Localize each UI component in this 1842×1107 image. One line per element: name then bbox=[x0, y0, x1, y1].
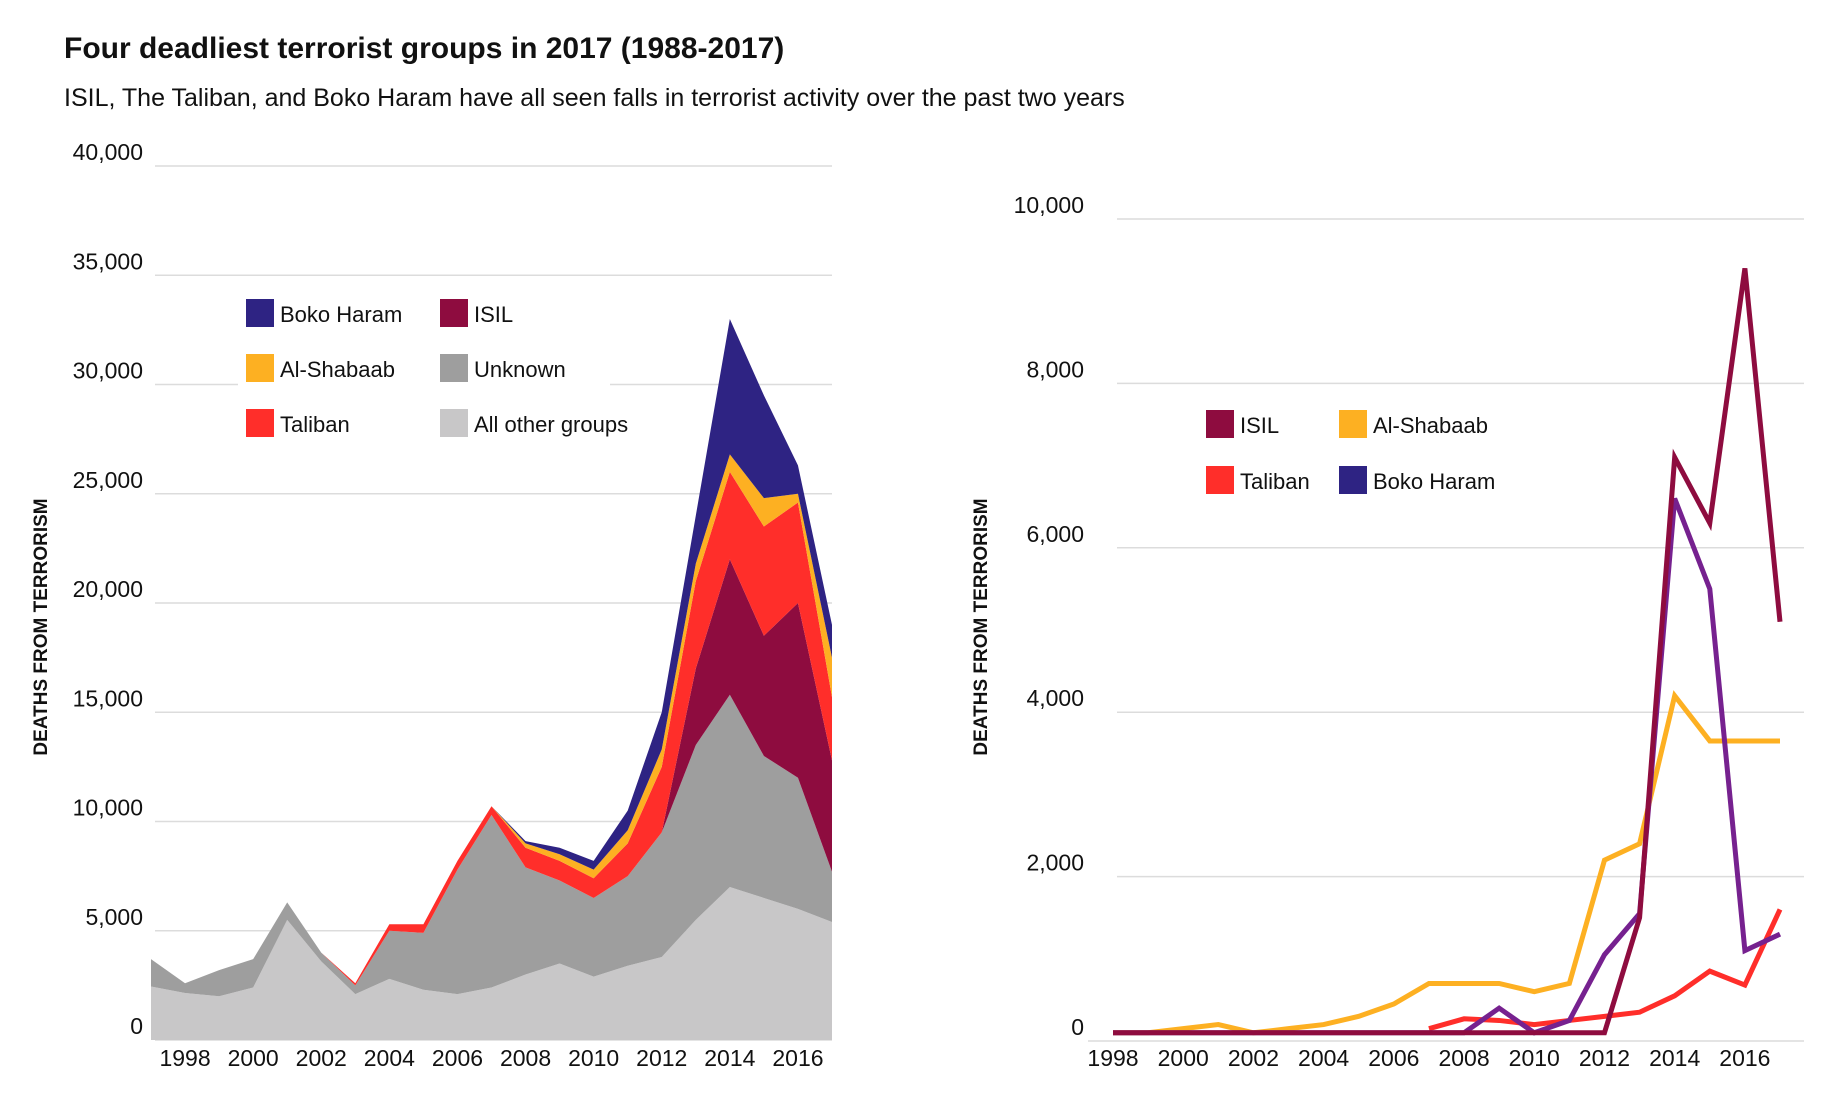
y-tick-label: 25,000 bbox=[73, 467, 143, 493]
x-tick-label: 2002 bbox=[1228, 1045, 1279, 1071]
legend-label-isil: ISIL bbox=[474, 302, 513, 327]
x-tick-label: 2004 bbox=[364, 1045, 415, 1071]
y-tick-label: 0 bbox=[130, 1013, 143, 1039]
legend-swatch-all-other-groups bbox=[440, 409, 468, 437]
y-tick-label: 40,000 bbox=[73, 139, 143, 165]
legend-background bbox=[238, 287, 610, 452]
stacked-area-chart: 0 5,000 10,000 15,000 20,000 25,000 30,000 35,0… bbox=[31, 139, 832, 1071]
x-tick-label: 2014 bbox=[704, 1045, 755, 1071]
area-al-shabaab bbox=[151, 454, 832, 984]
legend-label-isil: ISIL bbox=[1240, 413, 1279, 438]
y-tick-label: 30,000 bbox=[73, 358, 143, 384]
line-boko-haram bbox=[1113, 497, 1782, 1036]
y-tick-label: 6,000 bbox=[1026, 521, 1084, 547]
y-tick-label: 8,000 bbox=[1026, 356, 1084, 382]
legend-swatch-boko-haram bbox=[1339, 466, 1367, 494]
x-tick-label: 2010 bbox=[568, 1045, 619, 1071]
y-tick-label: 5,000 bbox=[85, 904, 143, 930]
x-tick-label: 2000 bbox=[1158, 1045, 1209, 1071]
legend-label-al-shabaab: Al-Shabaab bbox=[280, 357, 395, 382]
y-tick-label: 15,000 bbox=[73, 685, 143, 711]
legend-swatch-isil bbox=[1206, 410, 1234, 438]
area-all-other-groups bbox=[151, 887, 832, 1040]
area-unknown bbox=[151, 694, 832, 997]
y-tick-label: 20,000 bbox=[73, 576, 143, 602]
y-axis-title: DEATHS FROM TERRORISM bbox=[971, 498, 992, 755]
chart-subtitle: ISIL, The Taliban, and Boko Haram have a… bbox=[64, 84, 1125, 112]
x-tick-label: 2010 bbox=[1509, 1045, 1560, 1071]
y-tick-label: 0 bbox=[1071, 1014, 1084, 1040]
x-tick-label: 2002 bbox=[296, 1045, 347, 1071]
legend-swatch-al-shabaab bbox=[1339, 410, 1367, 438]
x-tick-label: 2008 bbox=[1438, 1045, 1489, 1071]
legend-label-all-other-groups: All other groups bbox=[474, 412, 628, 437]
y-tick-label: 10,000 bbox=[1014, 192, 1084, 218]
x-tick-label: 2012 bbox=[1579, 1045, 1630, 1071]
line-taliban bbox=[1428, 908, 1783, 1032]
legend-label-taliban: Taliban bbox=[280, 412, 350, 437]
legend-label-boko-haram: Boko Haram bbox=[280, 302, 402, 327]
x-tick-label: 2014 bbox=[1649, 1045, 1700, 1071]
legend-label-unknown: Unknown bbox=[474, 357, 566, 382]
x-tick-label: 2016 bbox=[1719, 1045, 1770, 1071]
chart-title: Four deadliest terrorist groups in 2017 … bbox=[64, 32, 785, 65]
line-al-shabaab bbox=[1113, 690, 1780, 1036]
legend-swatch-taliban bbox=[1206, 466, 1234, 494]
legend-swatch-al-shabaab bbox=[246, 354, 274, 382]
x-tick-label: 1998 bbox=[159, 1045, 210, 1071]
y-tick-label: 2,000 bbox=[1026, 850, 1084, 876]
legend-swatch-unknown bbox=[440, 354, 468, 382]
x-tick-label: 2004 bbox=[1298, 1045, 1349, 1071]
x-tick-label: 2006 bbox=[1368, 1045, 1419, 1071]
line-chart: 0 2,000 4,000 6,000 8,000 10,000 1998 2000 2002 2… bbox=[971, 192, 1804, 1071]
y-tick-label: 4,000 bbox=[1026, 685, 1084, 711]
x-tick-label: 2008 bbox=[500, 1045, 551, 1071]
x-tick-label: 1998 bbox=[1087, 1045, 1138, 1071]
x-tick-label: 2006 bbox=[432, 1045, 483, 1071]
y-axis-title: DEATHS FROM TERRORISM bbox=[31, 498, 52, 755]
legend-swatch-taliban bbox=[246, 409, 274, 437]
y-tick-label: 10,000 bbox=[73, 795, 143, 821]
line-isil bbox=[1113, 267, 1783, 1036]
legend-swatch-isil bbox=[440, 299, 468, 327]
legend-label-taliban: Taliban bbox=[1240, 469, 1310, 494]
y-tick-label: 35,000 bbox=[73, 248, 143, 274]
x-tick-label: 2000 bbox=[228, 1045, 279, 1071]
legend-label-al-shabaab: Al-Shabaab bbox=[1373, 413, 1488, 438]
legend-label-boko-haram: Boko Haram bbox=[1373, 469, 1495, 494]
legend-swatch-boko-haram bbox=[246, 299, 274, 327]
x-tick-label: 2012 bbox=[636, 1045, 687, 1071]
x-tick-label: 2016 bbox=[772, 1045, 823, 1071]
